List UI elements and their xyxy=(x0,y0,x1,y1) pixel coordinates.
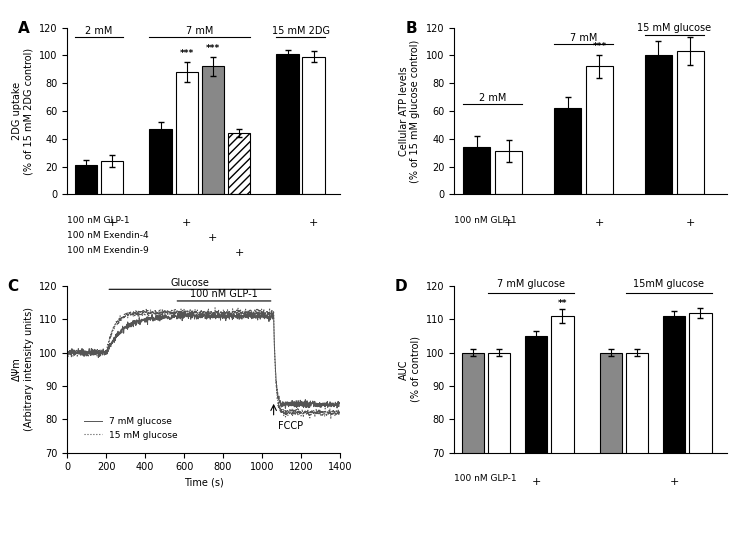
Text: +: + xyxy=(532,477,541,487)
Text: +: + xyxy=(595,219,604,229)
Text: 2 mM: 2 mM xyxy=(85,26,113,36)
Bar xyxy=(689,312,712,552)
Bar xyxy=(551,316,574,552)
Bar xyxy=(586,66,613,194)
Text: +: + xyxy=(685,219,695,229)
7 mM glucose xyxy=(177,308,186,315)
Bar xyxy=(645,55,672,194)
Text: 100 nM Exendin-4: 100 nM Exendin-4 xyxy=(67,231,149,240)
Text: 100 nM GLP-1: 100 nM GLP-1 xyxy=(454,474,517,484)
Text: 100 nM GLP-1: 100 nM GLP-1 xyxy=(454,216,517,225)
Text: D: D xyxy=(394,279,407,294)
X-axis label: Time (s): Time (s) xyxy=(184,478,223,488)
Bar xyxy=(303,57,325,194)
Bar xyxy=(495,151,522,194)
7 mM glucose xyxy=(80,347,89,354)
Bar xyxy=(75,165,97,194)
15 mM glucose xyxy=(232,311,241,317)
Text: Glucose: Glucose xyxy=(171,278,210,288)
Text: +: + xyxy=(234,248,243,258)
Text: +: + xyxy=(108,219,117,229)
Bar xyxy=(488,353,510,552)
15 mM glucose xyxy=(127,311,136,318)
7 mM glucose xyxy=(127,320,136,326)
7 mM glucose xyxy=(232,315,241,321)
Legend: 7 mM glucose, 15 mM glucose: 7 mM glucose, 15 mM glucose xyxy=(80,413,181,443)
15 mM glucose xyxy=(327,416,336,422)
Bar xyxy=(101,161,124,194)
Text: 7 mM: 7 mM xyxy=(570,33,597,43)
Text: +: + xyxy=(504,219,513,229)
Y-axis label: 2DG uptake
(% of 15 mM 2DG control): 2DG uptake (% of 15 mM 2DG control) xyxy=(12,47,34,174)
Bar xyxy=(626,353,648,552)
Bar xyxy=(600,353,622,552)
Text: ***: *** xyxy=(180,49,194,58)
Text: +: + xyxy=(670,477,679,487)
15 mM glucose xyxy=(261,309,270,315)
15 mM glucose xyxy=(240,310,249,316)
Text: 100 nM GLP-1: 100 nM GLP-1 xyxy=(190,289,258,299)
Text: +: + xyxy=(182,219,192,229)
15 mM glucose xyxy=(210,305,219,311)
Bar xyxy=(676,51,704,194)
7 mM glucose xyxy=(240,315,249,321)
Bar xyxy=(228,133,250,194)
Text: 100 nM Exendin-9: 100 nM Exendin-9 xyxy=(67,246,149,255)
15 mM glucose xyxy=(336,411,345,418)
Line: 7 mM glucose: 7 mM glucose xyxy=(67,311,340,408)
7 mM glucose xyxy=(63,347,72,354)
Text: ***: *** xyxy=(206,44,220,52)
Text: 100 nM GLP-1: 100 nM GLP-1 xyxy=(67,216,130,225)
Text: 15 mM glucose: 15 mM glucose xyxy=(637,23,712,33)
Bar xyxy=(201,66,224,194)
Bar xyxy=(525,336,548,552)
Bar xyxy=(554,108,581,194)
Bar xyxy=(463,147,491,194)
Text: +: + xyxy=(208,233,218,243)
Text: FCCP: FCCP xyxy=(278,421,303,431)
Bar xyxy=(276,54,299,194)
Text: ***: *** xyxy=(592,42,607,51)
Text: 7 mM glucose: 7 mM glucose xyxy=(497,279,565,289)
15 mM glucose xyxy=(290,410,299,416)
7 mM glucose xyxy=(261,312,270,319)
Bar xyxy=(175,72,198,194)
Text: A: A xyxy=(19,21,30,36)
Text: B: B xyxy=(405,21,416,36)
Line: 15 mM glucose: 15 mM glucose xyxy=(67,308,340,419)
7 mM glucose xyxy=(281,405,290,412)
7 mM glucose xyxy=(336,399,345,406)
Y-axis label: AUC
(% of control): AUC (% of control) xyxy=(398,336,420,402)
Y-axis label: ΔΨm
(Arbitrary intensity units): ΔΨm (Arbitrary intensity units) xyxy=(12,307,34,431)
Text: C: C xyxy=(7,279,19,294)
Text: 7 mM: 7 mM xyxy=(187,26,213,36)
Bar xyxy=(461,353,484,552)
Text: 15mM glucose: 15mM glucose xyxy=(633,279,704,289)
7 mM glucose xyxy=(291,403,300,410)
Text: +: + xyxy=(309,219,318,229)
15 mM glucose xyxy=(63,348,72,354)
Bar xyxy=(663,316,685,552)
15 mM glucose xyxy=(80,348,89,354)
Y-axis label: Cellular ATP levels
(% of 15 mM glucose control): Cellular ATP levels (% of 15 mM glucose … xyxy=(398,39,420,183)
Text: **: ** xyxy=(557,299,567,307)
Text: 2 mM: 2 mM xyxy=(479,93,506,103)
Text: 15 mM 2DG: 15 mM 2DG xyxy=(272,26,330,36)
Bar xyxy=(150,129,172,194)
